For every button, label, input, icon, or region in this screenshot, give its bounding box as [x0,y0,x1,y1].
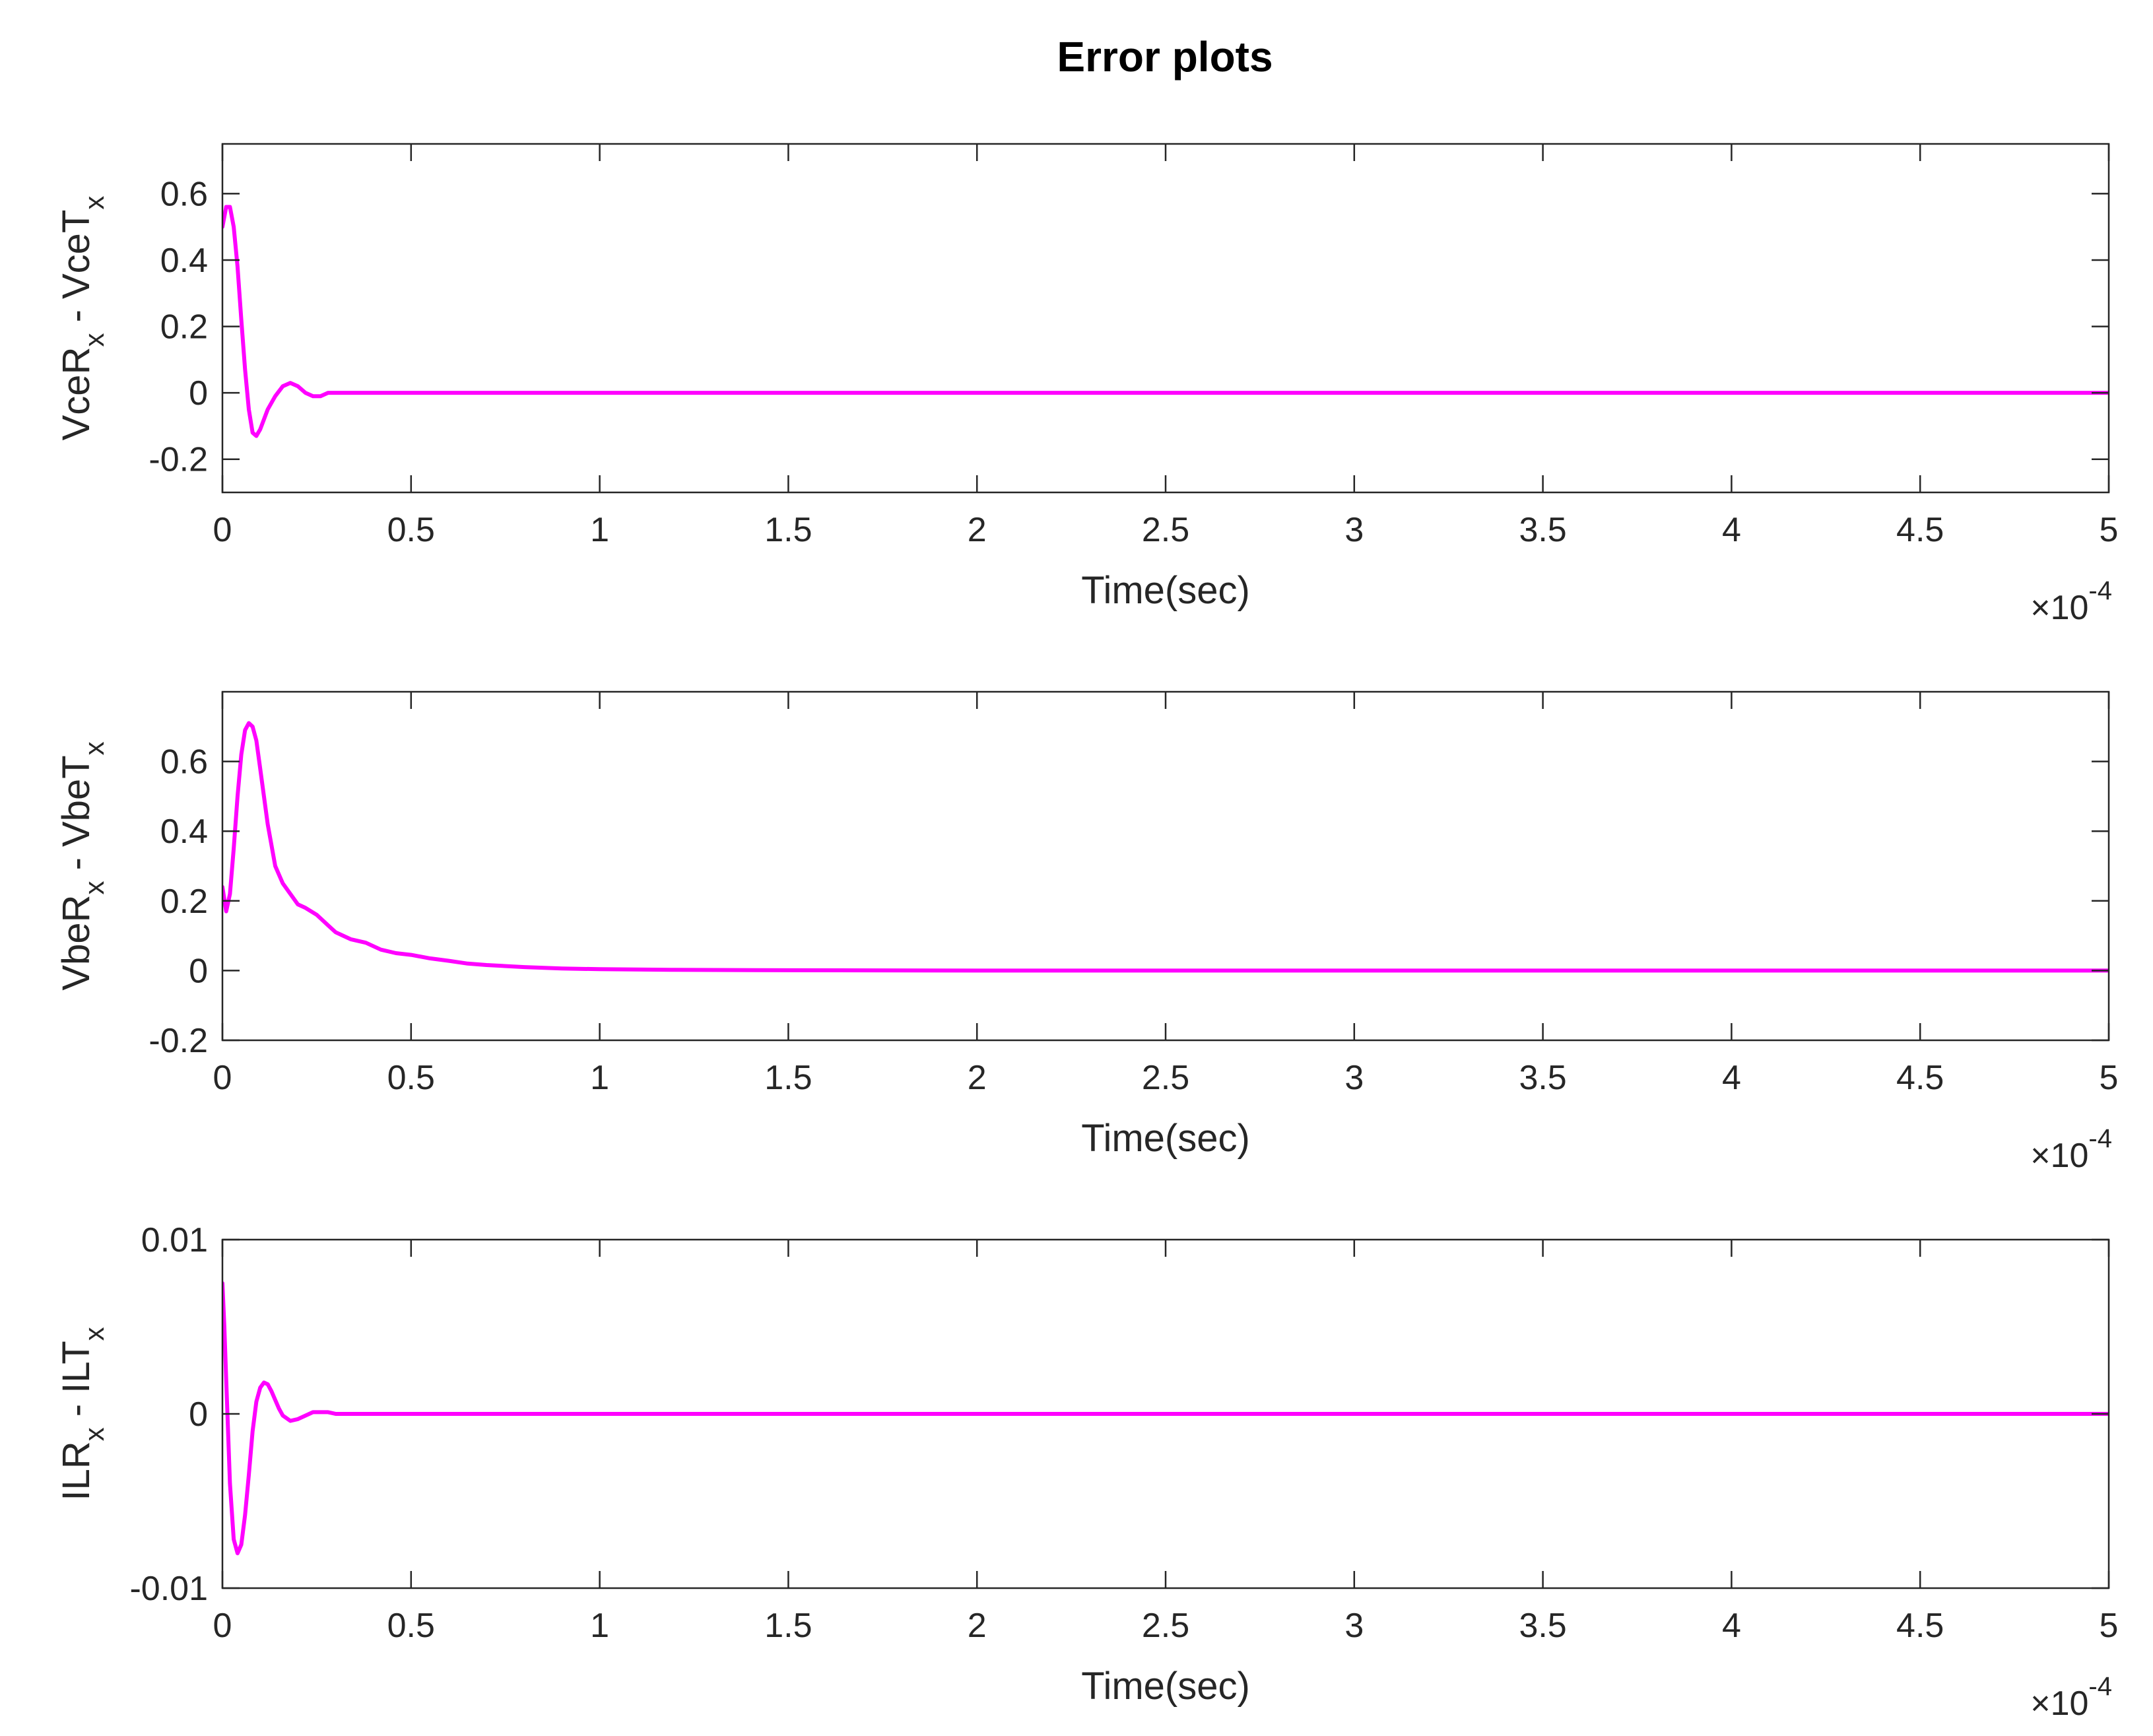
chart-3-y-axis-label: ILRx - ILTx [55,1327,110,1500]
chart-1-ylabel-sub1: x [79,333,110,347]
chart-2-x-multiplier: ×10-4 [2030,1124,2112,1175]
chart-1-xtick-label: 1.5 [764,511,812,549]
chart-1-ytick-label: 0 [189,374,208,413]
chart-2-series-line-1 [222,721,2109,973]
chart-3-ytick-label: 0.01 [141,1221,208,1259]
chart-3-xtick-label: 3 [1344,1607,1364,1645]
chart-1-ylabel-mid: - VceT [55,210,98,333]
chart-2-xtick-label: 1.5 [764,1059,812,1097]
chart-3-ytick-label: 0 [189,1395,208,1434]
chart-3-ylabel-main: ILR [55,1441,98,1500]
chart-1-series-line-1 [222,205,2109,438]
chart-1-y-axis-label: VceRx - VceTx [55,196,110,441]
chart-2-xtick-label: 2 [968,1059,987,1097]
chart-1-xtick-label: 4.5 [1896,511,1944,549]
chart-3-xtick-label: 3.5 [1519,1607,1566,1645]
chart-3-xtick-label: 0.5 [387,1607,435,1645]
chart-3-ylabel-sub2: x [79,1327,110,1341]
chart-3-xtick-label: 4 [1722,1607,1741,1645]
chart-2-x-multiplier-base: ×10 [2030,1137,2088,1175]
chart-3-x-axis-label: Time(sec) [1081,1665,1250,1708]
chart-3-series-line-1 [222,1281,2109,1556]
chart-3-x-multiplier: ×10-4 [2030,1672,2112,1723]
chart-3-xtick-label: 0 [213,1607,232,1645]
chart-2-xtick-label: 0 [213,1059,232,1097]
chart-1-panel: 0 0.5 1 1.5 2 2.5 3 3.5 4 4.5 5-0.200.20.40.6Time(… [55,143,2119,627]
chart-1-xtick-label: 0 [213,511,232,549]
chart-1-xtick-label: 2 [968,511,987,549]
chart-2-xtick-label: 4 [1722,1059,1741,1097]
chart-3-panel: 0 0.5 1 1.5 2 2.5 3 3.5 4 4.5 5-0.0100.01Time(sec)… [55,1221,2118,1723]
chart-2-xtick-label: 2.5 [1142,1059,1189,1097]
chart-1-xtick-label: 1 [590,511,609,549]
chart-1-xtick-label: 3 [1344,511,1364,549]
chart-2-ytick-label: 0.6 [160,743,208,782]
chart-2-xtick-label: 1 [590,1059,609,1097]
chart-2-ytick-label: -0.2 [149,1022,208,1060]
chart-1-x-multiplier: ×10-4 [2030,576,2112,627]
chart-1-ytick-label: 0.2 [160,308,208,347]
chart-1-xtick-label: 3.5 [1519,511,1566,549]
chart-2-plot-area [222,692,2109,1040]
chart-2-y-axis-label: VbeRx - VbeTx [55,741,110,990]
chart-3-xtick-label: 5 [2100,1607,2119,1645]
chart-1-x-multiplier-base: ×10 [2030,589,2088,627]
chart-1-xtick-label: 2.5 [1142,511,1189,549]
chart-3-x-multiplier-base: ×10 [2030,1685,2088,1723]
chart-2-panel: 0 0.5 1 1.5 2 2.5 3 3.5 4 4.5 5-0.200.20.40.6Time(… [55,690,2119,1175]
chart-3-xtick-label: 1 [590,1607,609,1645]
chart-1-xtick-label: 4 [1722,511,1741,549]
chart-2-xtick-label: 0.5 [387,1059,435,1097]
chart-3-ylabel-mid: - ILT [55,1341,98,1427]
chart-3-ylabel-sub1: x [79,1427,110,1441]
chart-1-ytick-label: 0.4 [160,242,208,280]
chart-2-x-multiplier-exponent: -4 [2088,1124,2112,1153]
chart-2-xtick-label: 5 [2100,1059,2119,1097]
chart-1-x-axis-label: Time(sec) [1081,569,1250,612]
chart-3-xtick-label: 2.5 [1142,1607,1189,1645]
chart-3-xtick-label: 2 [968,1607,987,1645]
chart-2-ylabel-sub1: x [79,881,110,895]
chart-2-xtick-label: 3 [1344,1059,1364,1097]
chart-1-ytick-label: 0.6 [160,175,208,213]
chart-2-ytick-label: 0 [189,952,208,990]
chart-2-ytick-label: 0.4 [160,813,208,851]
chart-1-ylabel-main: VceR [55,347,98,441]
chart-1-ylabel-sub2: x [79,196,110,210]
chart-2-xtick-label: 3.5 [1519,1059,1566,1097]
chart-1-ytick-label: -0.2 [149,441,208,479]
chart-2-xtick-label: 4.5 [1896,1059,1944,1097]
chart-3-x-multiplier-exponent: -4 [2088,1672,2112,1701]
chart-2-ylabel-sub2: x [79,741,110,755]
chart-3-ytick-label: -0.01 [129,1570,208,1608]
chart-2-x-axis-label: Time(sec) [1081,1117,1250,1160]
figure-title: Error plots [1057,33,1273,81]
chart-1-x-multiplier-exponent: -4 [2088,576,2112,605]
chart-2-ylabel-mid: - VbeT [55,755,98,881]
chart-2-ylabel-main: VbeR [55,895,98,991]
chart-1-xtick-label: 0.5 [387,511,435,549]
chart-2-ytick-label: 0.2 [160,883,208,921]
subplots: 0 0.5 1 1.5 2 2.5 3 3.5 4 4.5 5-0.200.20.40.6Time(… [55,143,2119,1723]
chart-1-plot-area [222,144,2109,492]
chart-3-xtick-label: 1.5 [764,1607,812,1645]
chart-3-xtick-label: 4.5 [1896,1607,1944,1645]
chart-1-xtick-label: 5 [2100,511,2119,549]
